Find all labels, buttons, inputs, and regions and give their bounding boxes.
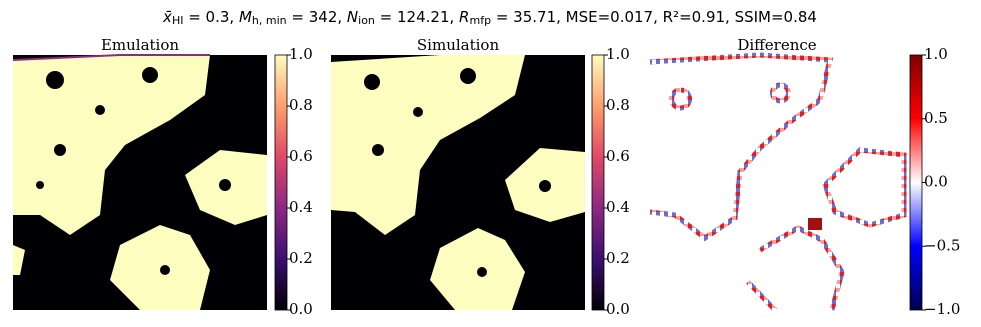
- title-part: h, min: [252, 14, 287, 27]
- colorbar-tick-label: 0.0: [924, 173, 948, 191]
- colorbar-tick-label: 0.5: [924, 109, 948, 127]
- colorbar: [909, 54, 923, 311]
- panel-title: Difference: [737, 36, 816, 54]
- colorbar-tick-label: 0.0: [606, 300, 630, 318]
- colorbar-tick-label: 0.0: [289, 300, 313, 318]
- emulation-image: [12, 54, 267, 310]
- simulation-image: [331, 55, 585, 310]
- colorbar-tick-label: 0.6: [289, 147, 313, 165]
- colorbar-tick-label: −1.0: [924, 300, 960, 318]
- title-part: M: [239, 8, 252, 26]
- title-part: mfp: [469, 14, 491, 27]
- colorbar: [274, 54, 288, 311]
- colorbar-tick-label: 1.0: [606, 45, 630, 63]
- colorbar: [591, 54, 605, 311]
- title-part: = 342,: [287, 8, 347, 26]
- title-part: N: [347, 8, 358, 26]
- title-part: R: [459, 8, 469, 26]
- title-part: ion: [358, 14, 375, 27]
- title-part: HI: [172, 14, 184, 27]
- colorbar-tick-label: 0.4: [606, 198, 630, 216]
- title-part: = 124.21,: [375, 8, 459, 26]
- title-part: x̄: [162, 8, 172, 26]
- colorbar-tick-label: 0.8: [289, 96, 313, 114]
- colorbar-tick-label: 0.6: [606, 147, 630, 165]
- difference-image: [649, 52, 907, 312]
- colorbar-tick-label: 1.0: [924, 45, 948, 63]
- colorbar-tick-label: 0.4: [289, 198, 313, 216]
- panel-title: Emulation: [101, 36, 179, 54]
- colorbar-tick-label: −0.5: [924, 236, 960, 254]
- colorbar-tick-label: 0.2: [289, 249, 313, 267]
- title-part: = 0.3,: [183, 8, 239, 26]
- figure-title: x̄HI = 0.3, Mh, min = 342, Nion = 124.21…: [162, 8, 817, 28]
- colorbar-tick-label: 0.8: [606, 96, 630, 114]
- panel-title: Simulation: [417, 36, 500, 54]
- colorbar-tick-label: 0.2: [606, 249, 630, 267]
- title-part: = 35.71, MSE=0.017, R²=0.91, SSIM=0.84: [491, 8, 817, 26]
- colorbar-tick-label: 1.0: [289, 45, 313, 63]
